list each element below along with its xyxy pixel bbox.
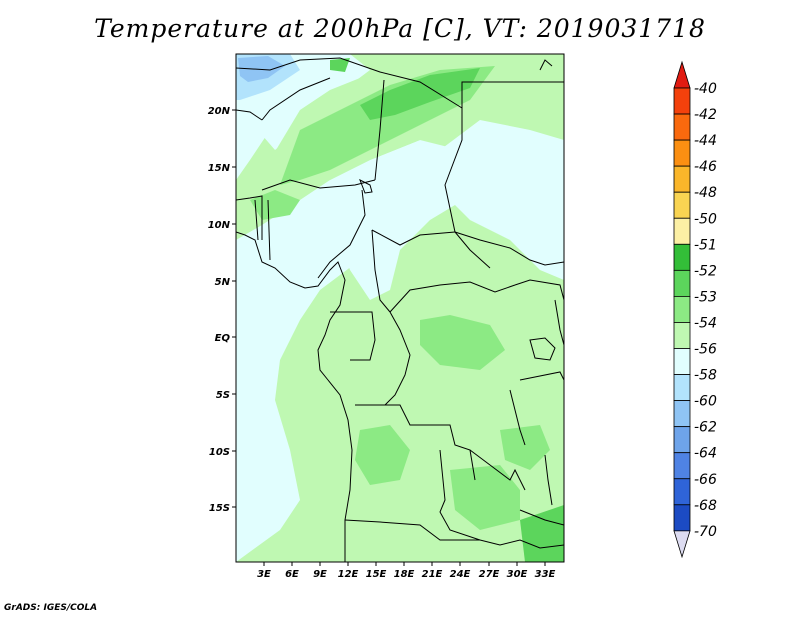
colorbar-label: -52 bbox=[694, 263, 717, 279]
lon-tick-label: 21E bbox=[422, 569, 443, 580]
colorbar-box bbox=[674, 479, 690, 505]
lat-tick-label: 15N bbox=[208, 163, 231, 174]
colorbar-label: -68 bbox=[694, 498, 717, 514]
colorbar-label: -46 bbox=[694, 159, 717, 175]
lat-tick-label: EQ bbox=[215, 333, 231, 344]
colorbar-bottom-arrow bbox=[674, 531, 690, 557]
colorbar-label: -60 bbox=[694, 394, 717, 410]
lat-tick-label: 15S bbox=[209, 503, 230, 514]
colorbar-box bbox=[674, 270, 690, 296]
lat-tick-label: 5N bbox=[215, 277, 231, 288]
lon-tick-label: 9E bbox=[313, 569, 327, 580]
lat-tick-label: 10S bbox=[209, 447, 230, 458]
colorbar-box bbox=[674, 88, 690, 114]
temperature-field bbox=[236, 54, 564, 562]
colorbar-box bbox=[674, 166, 690, 192]
colorbar: -40 -42 -44 -46 -48 -50 -51 -52 -53 -54 -56 -58 -60 -… bbox=[674, 62, 717, 557]
colorbar-box bbox=[674, 218, 690, 244]
lon-tick-label: 33E bbox=[535, 569, 556, 580]
colorbar-label: -56 bbox=[694, 342, 717, 358]
lon-tick-label: 24E bbox=[450, 569, 471, 580]
credit-text: GrADS: IGES/COLA bbox=[4, 603, 97, 613]
colorbar-label: -53 bbox=[694, 289, 717, 305]
lon-tick-label: 15E bbox=[366, 569, 387, 580]
colorbar-label: -58 bbox=[694, 368, 717, 384]
colorbar-box bbox=[674, 453, 690, 479]
lat-tick-label: 5S bbox=[216, 390, 230, 401]
colorbar-box bbox=[674, 505, 690, 531]
lat-tick-label: 20N bbox=[208, 106, 231, 117]
lon-tick-label: 12E bbox=[338, 569, 359, 580]
colorbar-label: -62 bbox=[694, 420, 717, 436]
colorbar-box bbox=[674, 375, 690, 401]
colorbar-box bbox=[674, 244, 690, 270]
lon-tick-label: 6E bbox=[285, 569, 299, 580]
lon-tick-label: 27E bbox=[479, 569, 500, 580]
latitude-axis: 20N 15N 10N 5N EQ 5S 10S 15S bbox=[208, 106, 236, 514]
colorbar-label: -40 bbox=[694, 81, 717, 97]
temperature-map: 20N 15N 10N 5N EQ 5S 10S 15S 3E 6E 9E 12… bbox=[0, 0, 800, 600]
lon-tick-label: 18E bbox=[394, 569, 415, 580]
colorbar-box bbox=[674, 114, 690, 140]
colorbar-box bbox=[674, 322, 690, 348]
colorbar-label: -54 bbox=[694, 315, 717, 331]
colorbar-label: -64 bbox=[694, 446, 717, 462]
colorbar-box bbox=[674, 349, 690, 375]
colorbar-box bbox=[674, 427, 690, 453]
colorbar-label: -70 bbox=[694, 524, 717, 540]
colorbar-label: -48 bbox=[694, 185, 717, 201]
colorbar-box bbox=[674, 192, 690, 218]
lat-tick-label: 10N bbox=[208, 220, 231, 231]
colorbar-label: -50 bbox=[694, 211, 717, 227]
colorbar-box bbox=[674, 401, 690, 427]
lon-tick-label: 3E bbox=[257, 569, 271, 580]
colorbar-box bbox=[674, 296, 690, 322]
colorbar-top-arrow bbox=[674, 62, 690, 88]
colorbar-box bbox=[674, 140, 690, 166]
colorbar-label: -42 bbox=[694, 107, 717, 123]
longitude-axis: 3E 6E 9E 12E 15E 18E 21E 24E 27E 30E 33E bbox=[257, 562, 555, 580]
lon-tick-label: 30E bbox=[507, 569, 528, 580]
colorbar-label: -44 bbox=[694, 133, 717, 149]
colorbar-label: -66 bbox=[694, 472, 717, 488]
colorbar-label: -51 bbox=[694, 237, 717, 253]
